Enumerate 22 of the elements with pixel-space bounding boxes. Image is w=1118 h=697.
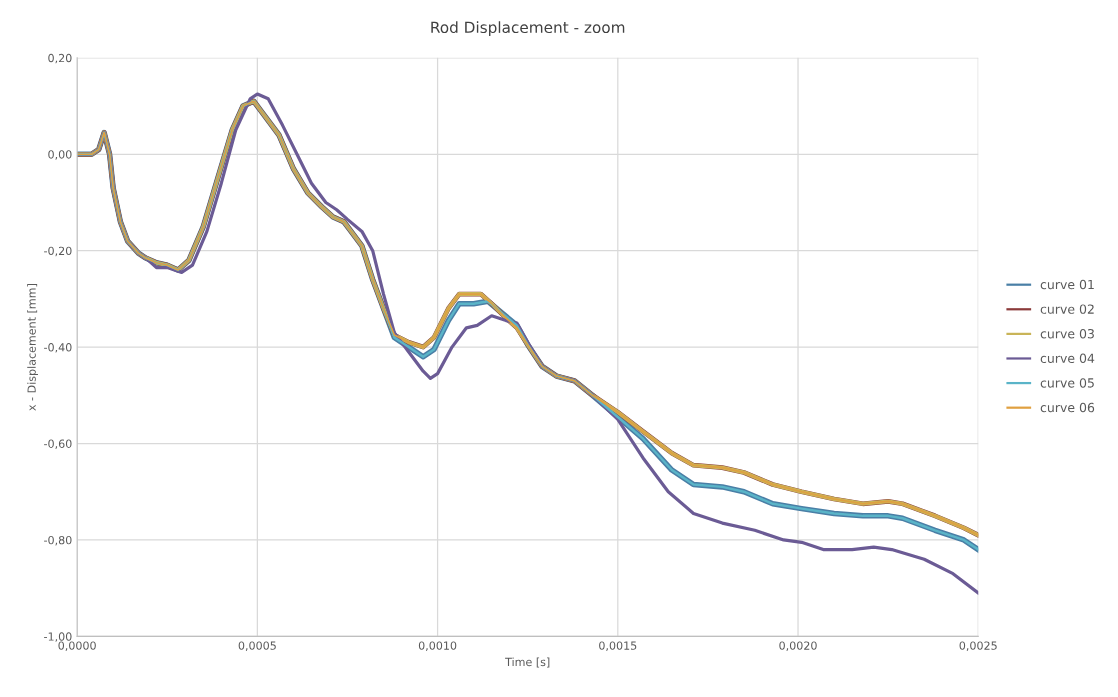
- y-tick-label: -0,60: [44, 439, 72, 450]
- x-tick-label: 0,0020: [779, 641, 817, 651]
- x-tick-label: 0,0000: [58, 641, 96, 651]
- x-tick-label: 0,0005: [238, 641, 276, 651]
- legend-label: curve 02: [1040, 304, 1094, 314]
- x-tick-label: 0,0015: [599, 641, 637, 651]
- y-tick-label: 0,20: [48, 53, 72, 64]
- y-tick-label: -0,20: [44, 246, 72, 257]
- chart-title: Rod Displacement - zoom: [431, 21, 625, 37]
- y-tick-label: -0,80: [44, 535, 72, 546]
- y-tick-label: -0,40: [44, 343, 72, 353]
- x-tick-label: 0,0025: [959, 641, 997, 651]
- legend-label: curve 05: [1040, 378, 1094, 388]
- legend-label: curve 04: [1040, 353, 1095, 364]
- legend-label: curve 01: [1040, 279, 1094, 290]
- y-axis-title: x - Displacement [mm]: [27, 284, 38, 411]
- x-tick-label: 0,0010: [418, 641, 457, 651]
- legend-label: curve 06: [1040, 402, 1095, 413]
- x-axis-title: Time [s]: [505, 657, 550, 668]
- y-tick-label: 0,00: [48, 150, 72, 160]
- legend-label: curve 03: [1040, 328, 1094, 339]
- y-tick-label: -1,00: [44, 632, 72, 642]
